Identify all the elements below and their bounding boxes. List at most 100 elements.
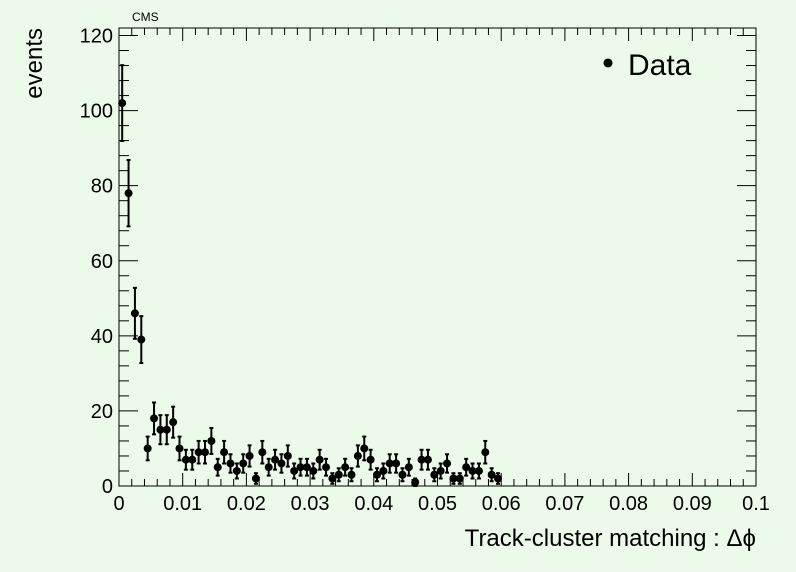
data-point (150, 401, 159, 436)
data-marker (194, 448, 203, 457)
data-marker (150, 414, 159, 423)
data-point (481, 439, 490, 465)
data-point (181, 448, 190, 471)
data-point (226, 453, 235, 474)
x-tick-label: 0.07 (545, 493, 584, 515)
data-marker (258, 448, 267, 457)
data-marker (181, 455, 190, 464)
legend-label: Data (628, 49, 692, 82)
data-marker (124, 189, 133, 198)
data-point (200, 439, 209, 465)
data-marker (322, 463, 331, 472)
data-point (290, 462, 299, 480)
x-axis-ticks: 0 0.01 0.02 0.03 0.04 0.05 0.06 0.07 0.08 0.09 0.1 (113, 28, 770, 515)
x-tick-label: 0.02 (227, 493, 266, 515)
data-point (251, 472, 260, 485)
data-marker (474, 466, 483, 475)
data-point (430, 467, 439, 483)
data-marker (302, 463, 311, 472)
data-point (124, 159, 133, 228)
data-marker (487, 470, 496, 479)
x-tick-label: 0.03 (291, 493, 330, 515)
data-marker (417, 455, 426, 464)
data-marker (251, 474, 260, 483)
data-point (245, 444, 254, 468)
data-marker (239, 459, 248, 468)
data-marker (360, 444, 369, 453)
data-point (423, 448, 432, 471)
data-marker (379, 466, 388, 475)
data-marker (328, 474, 337, 483)
data-point (188, 448, 197, 471)
data-marker (423, 455, 432, 464)
data-point (436, 462, 445, 480)
data-marker (175, 444, 184, 453)
y-tick-label: 40 (91, 326, 113, 348)
data-point (392, 453, 401, 474)
data-point (296, 457, 305, 477)
data-point (449, 472, 458, 485)
data-point (455, 472, 464, 485)
data-marker (392, 459, 401, 468)
data-marker (271, 455, 280, 464)
data-marker (245, 451, 254, 460)
data-point (366, 448, 375, 471)
data-marker (315, 455, 324, 464)
data-point (443, 453, 452, 474)
legend: Data (603, 49, 692, 82)
x-tick-label: 0.04 (354, 493, 393, 515)
data-marker (220, 448, 229, 457)
data-marker (449, 474, 458, 483)
data-marker (264, 463, 273, 472)
data-marker (436, 466, 445, 475)
data-marker (411, 478, 420, 487)
data-marker (213, 463, 222, 472)
data-point (341, 457, 350, 477)
y-tick-label: 120 (80, 26, 113, 48)
data-point (239, 453, 248, 474)
data-point (258, 439, 267, 465)
data-point (322, 457, 331, 477)
data-point (315, 448, 324, 471)
data-point (404, 457, 413, 477)
data-point (462, 457, 471, 477)
data-point (143, 435, 152, 462)
data-point (162, 414, 171, 446)
plot-frame (118, 27, 757, 487)
data-marker (296, 463, 305, 472)
data-marker (169, 418, 178, 427)
data-marker (130, 309, 139, 318)
experiment-label: CMS (132, 10, 159, 24)
y-tick-label: 60 (91, 251, 113, 273)
data-point (207, 426, 216, 455)
data-point (169, 405, 178, 439)
data-marker (277, 459, 286, 468)
data-marker (366, 455, 375, 464)
x-tick-label: 0.06 (482, 493, 521, 515)
x-tick-label: 0.09 (673, 493, 712, 515)
data-marker (404, 463, 413, 472)
data-marker (443, 459, 452, 468)
data-point (118, 64, 127, 142)
data-point (309, 462, 318, 480)
data-marker (232, 466, 241, 475)
data-marker (481, 448, 490, 457)
y-tick-label: 100 (80, 101, 113, 123)
data-marker (162, 425, 171, 434)
data-marker (398, 470, 407, 479)
data-point (213, 457, 222, 477)
data-point (277, 453, 286, 474)
data-point (175, 435, 184, 462)
x-tick-label: 0.1 (742, 493, 770, 515)
data-point (220, 439, 229, 465)
data-point (302, 457, 311, 477)
data-point (156, 414, 165, 446)
data-marker (341, 463, 350, 472)
x-tick-label: 0 (113, 493, 124, 515)
data-point (385, 453, 394, 474)
y-tick-label: 0 (102, 476, 113, 498)
data-marker (290, 466, 299, 475)
data-marker (226, 459, 235, 468)
